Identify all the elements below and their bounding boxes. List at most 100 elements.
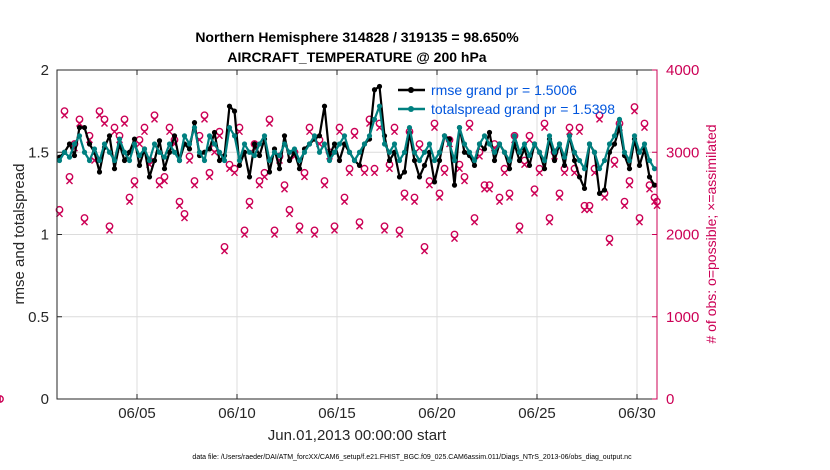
- totalspread-point: [256, 141, 263, 147]
- totalspread-point: [551, 149, 558, 155]
- obs-assimilated-marker: [186, 156, 193, 164]
- obs-assimilated-stroke: [356, 222, 363, 230]
- obs-assimilated-stroke: [271, 231, 278, 238]
- obs-assimilated-marker: [391, 128, 398, 136]
- obs-assimilated-marker: [526, 136, 533, 144]
- obs-assimilated-stroke: [486, 185, 493, 193]
- rmse-point: [66, 141, 73, 147]
- totalspread-point: [521, 141, 528, 147]
- obs-assimilated-stroke: [181, 214, 188, 222]
- totalspread-point: [441, 133, 448, 139]
- rmse-point: [386, 157, 393, 164]
- rmse-point: [551, 157, 558, 164]
- obs-assimilated-marker: [211, 148, 218, 156]
- obs-assimilated-marker: [626, 181, 633, 189]
- totalspread-point: [111, 157, 118, 164]
- obs-assimilated-marker: [581, 206, 588, 214]
- totalspread-point: [201, 157, 208, 164]
- obs-assimilated-stroke: [421, 247, 428, 255]
- obs-assimilated-stroke: [606, 239, 613, 247]
- rmse-point: [516, 157, 523, 164]
- rmse-point: [121, 157, 128, 164]
- obs-assimilated-marker: [231, 169, 238, 177]
- obs-assimilated-marker: [331, 226, 338, 234]
- obs-assimilated-stroke: [526, 136, 533, 144]
- rmse-point: [461, 149, 468, 155]
- totalspread-point: [226, 124, 233, 131]
- obs-assimilated-marker: [471, 218, 478, 226]
- obs-assimilated-stroke: [401, 193, 408, 201]
- obs-assimilated-stroke: [306, 128, 313, 136]
- totalspread-point: [526, 152, 533, 159]
- obs-assimilated-stroke: [361, 169, 368, 177]
- rmse-point: [76, 124, 83, 131]
- obs-assimilated-marker: [126, 198, 133, 206]
- y-tick-label: 0: [41, 391, 49, 408]
- totalspread-point: [401, 149, 408, 155]
- totalspread-point: [541, 157, 548, 164]
- totalspread-point: [586, 141, 593, 147]
- rmse-point: [296, 166, 303, 172]
- y2-tick-label: 1000: [666, 309, 699, 326]
- obs-assimilated-marker: [166, 128, 173, 136]
- rmse-point: [646, 174, 653, 180]
- rmse-point: [186, 146, 193, 152]
- totalspread-point: [56, 157, 63, 164]
- rmse-point: [411, 157, 418, 164]
- totalspread-point: [571, 149, 578, 155]
- obs-assimilated-marker: [141, 128, 148, 136]
- obs-assimilated-stroke: [216, 132, 223, 140]
- obs-assimilated-stroke: [301, 173, 308, 181]
- rmse-point: [636, 162, 643, 169]
- obs-assimilated-stroke: [501, 169, 508, 177]
- obs-assimilated-stroke: [586, 206, 593, 214]
- obs-assimilated-stroke: [596, 115, 603, 123]
- obs-assimilated-marker: [111, 128, 118, 136]
- totalspread-point: [596, 166, 603, 172]
- totalspread-point: [181, 133, 188, 139]
- obs-assimilated-marker: [596, 115, 603, 123]
- obs-assimilated-stroke: [126, 198, 133, 206]
- obs-assimilated-marker: [451, 235, 458, 243]
- y-tick-label: 1: [41, 227, 49, 244]
- x-tick-label: 06/25: [518, 405, 556, 422]
- rmse-point: [136, 162, 143, 169]
- obs-assimilated-marker: [221, 247, 228, 255]
- rmse-point: [401, 169, 408, 175]
- obs-assimilated-stroke: [256, 181, 263, 189]
- obs-assimilated-stroke: [231, 169, 238, 177]
- rmse-point: [321, 103, 328, 109]
- totalspread-point: [346, 149, 353, 155]
- totalspread-point: [621, 149, 628, 155]
- obs-assimilated-marker: [76, 119, 83, 127]
- totalspread-point: [166, 141, 173, 147]
- obs-assimilated-stroke: [516, 226, 523, 234]
- obs-assimilated-stroke: [186, 156, 193, 164]
- rmse-point: [336, 157, 343, 164]
- rmse-point: [216, 157, 223, 164]
- totalspread-point: [431, 157, 438, 164]
- totalspread-point: [216, 149, 223, 155]
- totalspread-point: [601, 157, 608, 164]
- rmse-point: [376, 83, 383, 90]
- obs-assimilated-stroke: [86, 136, 93, 144]
- totalspread-point: [436, 149, 443, 155]
- obs-assimilated-marker: [461, 177, 468, 185]
- obs-assimilated-marker: [416, 144, 423, 152]
- rmse-point: [71, 152, 78, 159]
- totalspread-point: [641, 141, 648, 147]
- totalspread-point: [316, 149, 323, 155]
- obs-assimilated-marker: [496, 198, 503, 206]
- totalspread-point: [176, 157, 183, 164]
- rmse-point: [396, 174, 403, 180]
- obs-assimilated-stroke: [391, 128, 398, 136]
- totalspread-point: [531, 141, 538, 147]
- rmse-point: [571, 157, 578, 164]
- x-tick-label: 06/15: [318, 405, 356, 422]
- totalspread-point: [566, 133, 573, 139]
- totalspread-point: [96, 157, 103, 164]
- obs-assimilated-stroke: [341, 198, 348, 206]
- obs-assimilated-marker: [106, 226, 113, 234]
- rmse-point: [331, 141, 338, 147]
